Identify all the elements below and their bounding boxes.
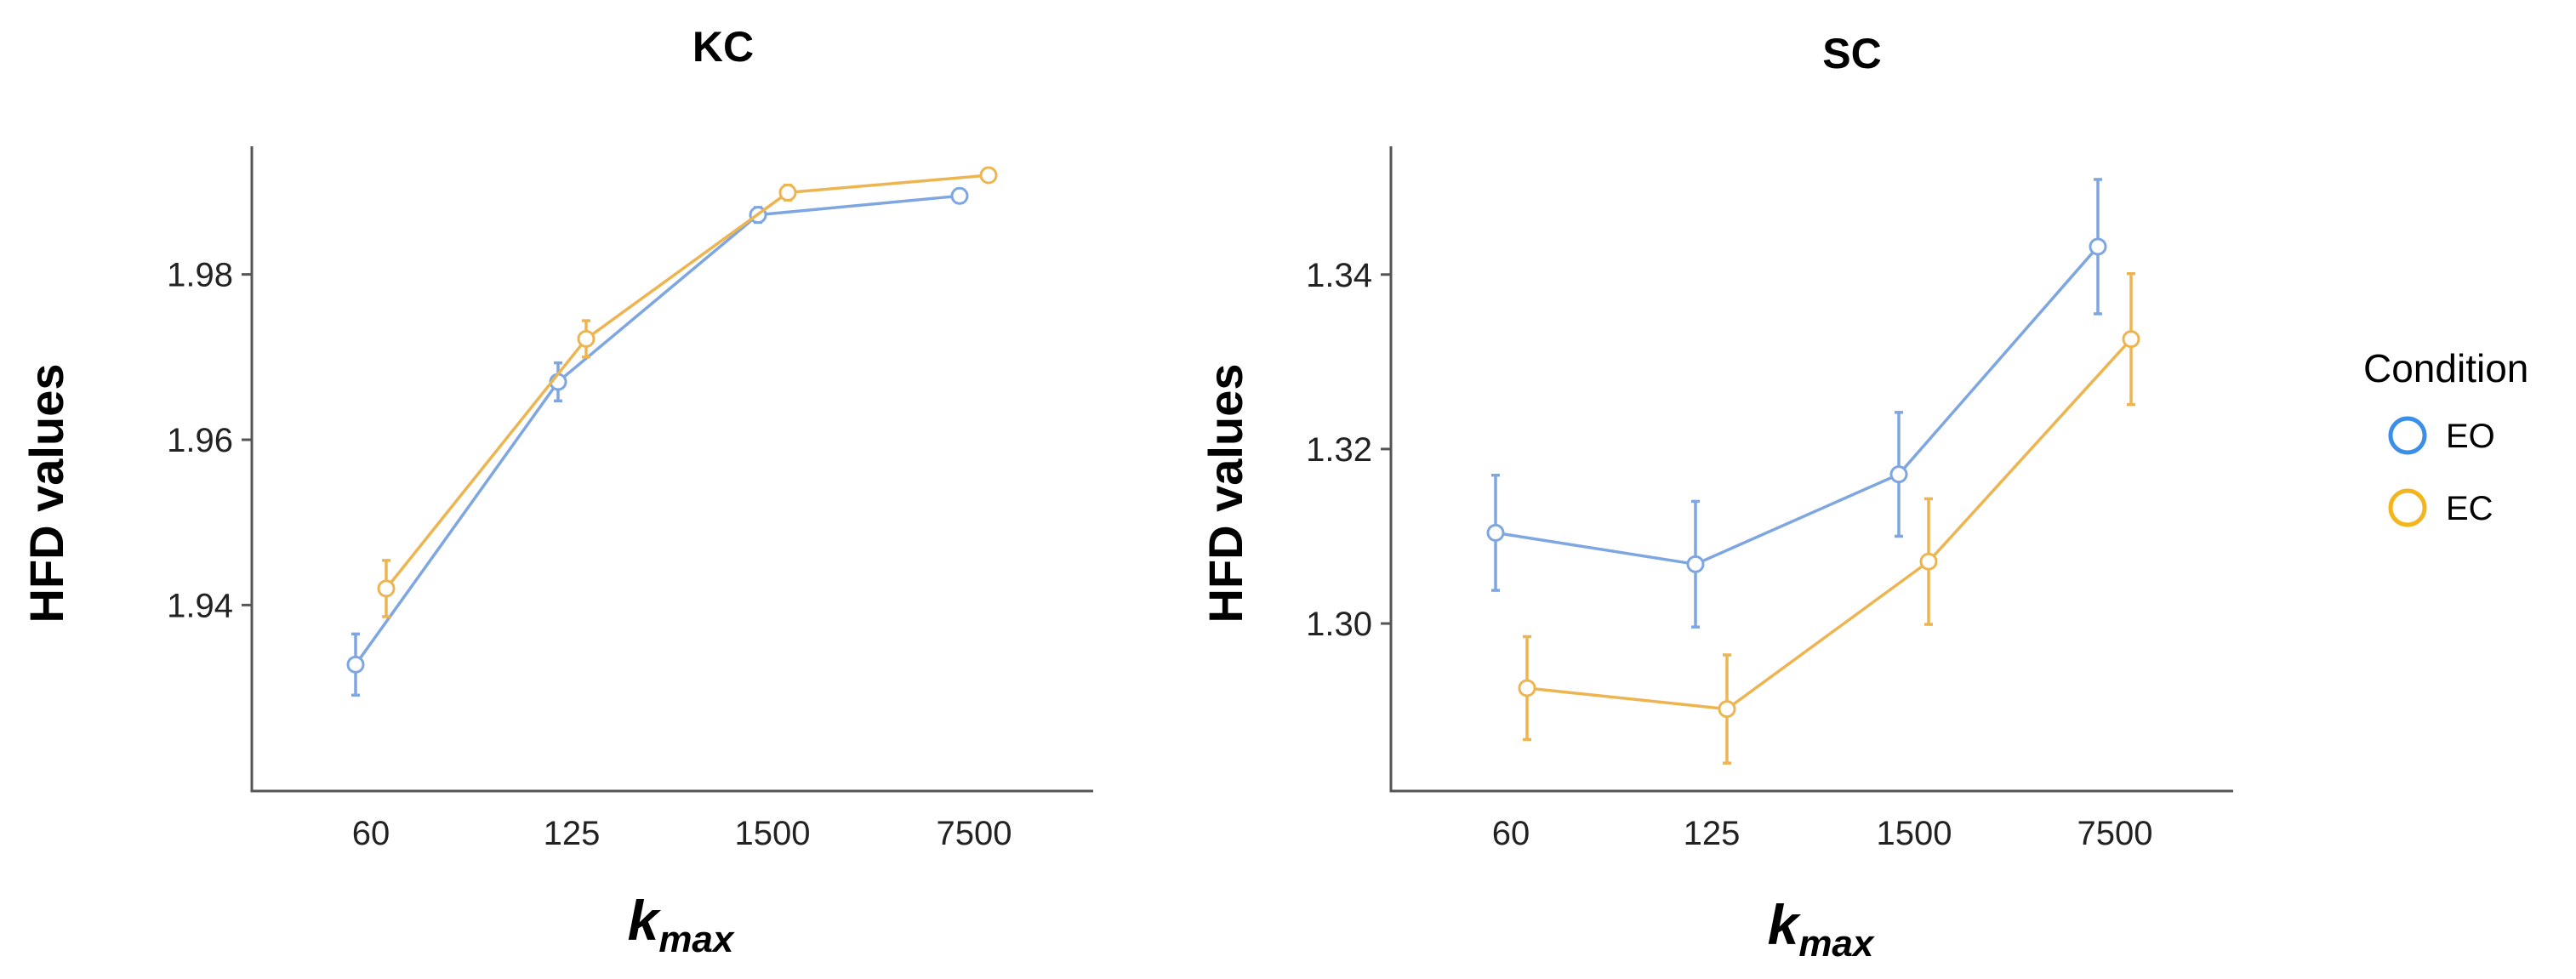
chart-title: SC [1822,30,1881,77]
x-tick-label: 125 [544,815,601,852]
x-tick-labels: 60 125 1500 7500 [1492,815,2153,852]
legend-label-ec: EC [2446,490,2493,527]
data-point-eo [950,186,969,205]
y-axis-label: HFD values [20,364,73,623]
y-tick-label: 1.94 [167,587,233,624]
series-line-eo [1495,245,2100,566]
legend-entries: EO EC [2388,416,2495,527]
x-tick-label: 7500 [937,815,1012,852]
data-point-eo [1686,555,1705,573]
data-point-ec [577,329,596,348]
data-point-eo [1889,465,1908,484]
x-axis-label: kmax [1768,893,1875,965]
series-line-ec [1526,338,2133,711]
data-point-ec [2122,330,2140,349]
y-tick-label: 1.32 [1306,431,1372,469]
x-axis-label-sub: max [1798,923,1875,965]
y-tick-label: 1.34 [1306,257,1372,294]
x-tick-label: 7500 [2077,815,2153,852]
data-point-ec [778,183,797,202]
data-point-eo [2089,237,2107,256]
legend: Condition EO EC [2363,346,2528,527]
y-tick-label: 1.96 [167,422,233,459]
chart-title: KC [692,23,754,71]
x-tick-labels: 60 125 1500 7500 [352,815,1012,852]
y-tick-labels: 1.30 1.32 1.34 [1306,257,1391,643]
data-point-ec [1718,700,1736,719]
x-tick-label: 60 [352,815,390,852]
series-line-ec [385,174,989,590]
x-axis-label-main: k [628,889,662,952]
panel-sc: SC HFD values kmax 60 125 1500 7500 1.301.3… [1199,30,2233,965]
x-tick-label: 125 [1684,815,1741,852]
legend-title: Condition [2363,346,2528,390]
x-tick-label: 1500 [735,815,811,852]
data-point-eo [346,655,365,674]
x-axis-label-sub: max [658,919,735,960]
legend-marker-eo [2388,416,2427,455]
y-tick-labels: 1.94 1.96 1.98 [167,257,252,624]
data-point-eo [1486,523,1505,542]
data-marks [346,166,998,697]
y-tick-label: 1.98 [167,257,233,294]
data-point-ec [1518,679,1536,697]
legend-label-eo: EO [2446,418,2495,455]
x-axis-label: kmax [628,889,735,960]
x-tick-label: 60 [1492,815,1530,852]
axis-lines [250,146,1093,793]
panel-kc: KC HFD values kmax 60 125 1500 7500 1.941.9… [20,23,1093,960]
legend-marker-ec [2388,488,2427,527]
y-tick-label: 1.30 [1306,606,1372,643]
series-line-eo [354,194,960,666]
y-axis-label: HFD values [1199,364,1252,623]
data-point-ec [1919,552,1938,571]
axis-lines [1389,146,2233,793]
x-tick-label: 1500 [1877,815,1952,852]
data-point-ec [377,579,396,598]
data-point-ec [979,166,998,185]
x-axis-label-main: k [1768,893,1802,956]
data-marks [1486,178,2140,765]
